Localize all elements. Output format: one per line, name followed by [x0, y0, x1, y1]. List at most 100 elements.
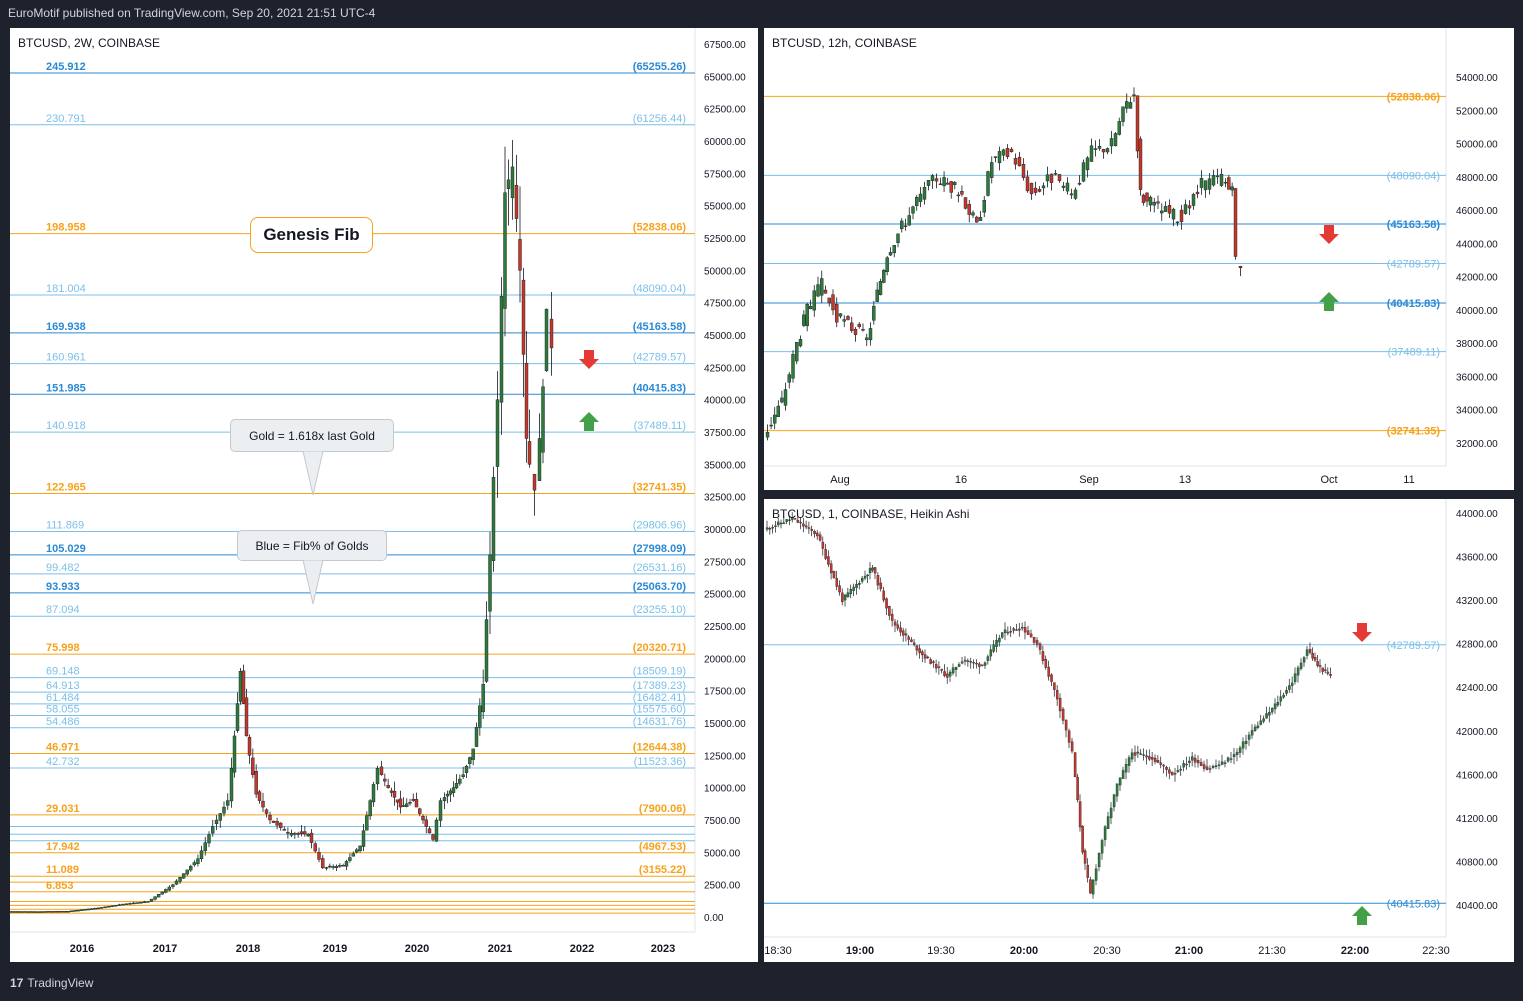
price-candle [1013, 158, 1018, 165]
price-candle [171, 884, 175, 887]
left-chart-panel[interactable]: 67500.00 65000.00 62500.00 60000.00 57500.00… [9, 28, 758, 962]
price-candle [879, 582, 883, 590]
price-candle [135, 902, 139, 904]
price-candle [816, 284, 820, 297]
price-candle [96, 907, 100, 910]
fib-ratio-label: 6.853 [46, 880, 74, 892]
price-candle [896, 233, 900, 243]
price-tick-label: 50000.00 [1456, 140, 1498, 151]
price-candle [793, 518, 797, 520]
price-candle [1026, 630, 1030, 635]
price-tick-label: 54000.00 [1456, 73, 1498, 84]
price-candle [1047, 666, 1050, 677]
bottom-right-chart-svg[interactable]: 44000.00 43600.00 43200.00 42800.00 42400.00… [764, 499, 1514, 962]
fib-price-label: (32741.35) [1387, 426, 1441, 438]
arrow-down-icon [1352, 632, 1372, 642]
fib-price-label: (42789.57) [633, 352, 686, 364]
price-tick-label: 42000.00 [1456, 273, 1498, 284]
time-tick-label: 2016 [70, 943, 94, 955]
price-candle [957, 664, 961, 667]
fib-ratio-label: 75.998 [46, 642, 80, 654]
price-candle [1163, 206, 1168, 212]
fib-price-label: (27998.09) [633, 543, 687, 555]
price-tick-label: 52000.00 [1456, 106, 1498, 117]
fib-price-label: (45163.58) [633, 321, 687, 333]
price-candle [812, 290, 816, 311]
price-candle [1076, 776, 1079, 801]
left-chart-svg[interactable]: 67500.00 65000.00 62500.00 60000.00 57500.00… [9, 28, 758, 962]
genesis-fib-label: Genesis Fib [250, 217, 373, 253]
price-candle [871, 567, 874, 571]
price-candle [1321, 667, 1324, 672]
price-candle [795, 342, 799, 362]
fib-price-label: (65255.26) [633, 61, 687, 73]
price-candle [929, 659, 932, 664]
price-candle [383, 778, 387, 782]
arrow-up-icon [579, 412, 599, 422]
fib-price-label: (48090.04) [1387, 170, 1440, 182]
price-candle [838, 313, 843, 317]
price-candle [953, 181, 957, 185]
price-candle [912, 642, 916, 645]
price-candle [495, 399, 500, 467]
top-right-chart-svg[interactable]: 54000.00 52000.00 50000.00 48000.00 46000.00… [764, 28, 1514, 490]
price-candle [1226, 757, 1230, 762]
price-candle [890, 613, 894, 621]
price-candle [1316, 661, 1319, 666]
price-candle [966, 660, 970, 662]
price-candle [46, 911, 50, 913]
price-candle [189, 865, 193, 871]
bottom-right-chart-title: BTCUSD, 1, COINBASE, Heikin Ashi [772, 507, 970, 521]
price-candle [1207, 178, 1212, 190]
tradingview-footer[interactable]: 17 TradingView [10, 976, 93, 990]
fib-ratio-label: 245.912 [46, 61, 86, 73]
time-tick-label: 19:30 [927, 945, 955, 957]
fib-price-label: (14631.76) [633, 716, 686, 728]
price-candle [117, 904, 122, 906]
price-candle [829, 563, 833, 574]
price-candle [1035, 640, 1039, 645]
price-candle [268, 814, 272, 821]
price-candle [1208, 768, 1212, 770]
price-candle [1049, 173, 1054, 183]
price-candle [993, 156, 998, 158]
price-candle [309, 832, 314, 843]
time-tick-label: Aug [830, 474, 850, 486]
price-candle [885, 257, 889, 273]
price-candle [1015, 629, 1018, 631]
time-tick-label: 2019 [323, 943, 347, 955]
price-candle [514, 185, 519, 219]
top-right-chart-panel[interactable]: 54000.00 52000.00 50000.00 48000.00 46000.00… [764, 28, 1514, 490]
price-candle [922, 186, 927, 200]
price-candle [1276, 701, 1280, 706]
price-candle [355, 849, 359, 853]
price-candle [896, 624, 900, 629]
price-tick-label: 43200.00 [1456, 596, 1498, 607]
price-candle [1238, 747, 1242, 753]
price-candle [1136, 751, 1140, 754]
price-candle [865, 337, 869, 341]
price-candle [178, 877, 182, 882]
price-candle [1293, 673, 1297, 682]
price-candle [967, 204, 971, 215]
price-candle [1211, 766, 1215, 768]
price-candle [424, 819, 428, 827]
price-candle [23, 911, 27, 913]
price-candle [791, 517, 794, 520]
price-candle [1089, 879, 1092, 894]
price-tick-label: 40000.00 [1456, 306, 1498, 317]
price-candle [904, 633, 908, 636]
price-candle [1188, 760, 1191, 763]
price-candle [1109, 138, 1114, 147]
price-candle [1041, 185, 1046, 189]
price-candle [241, 670, 246, 704]
price-candle [1037, 189, 1042, 192]
price-candle [1299, 662, 1303, 669]
price-candle [850, 322, 854, 331]
price-candle [1021, 163, 1026, 178]
price-candle [192, 862, 197, 866]
bottom-right-chart-panel[interactable]: 44000.00 43600.00 43200.00 42800.00 42400.00… [764, 499, 1514, 962]
price-candle [1187, 205, 1192, 209]
price-candle [788, 519, 791, 521]
fib-ratio-label: 69.148 [46, 666, 80, 678]
